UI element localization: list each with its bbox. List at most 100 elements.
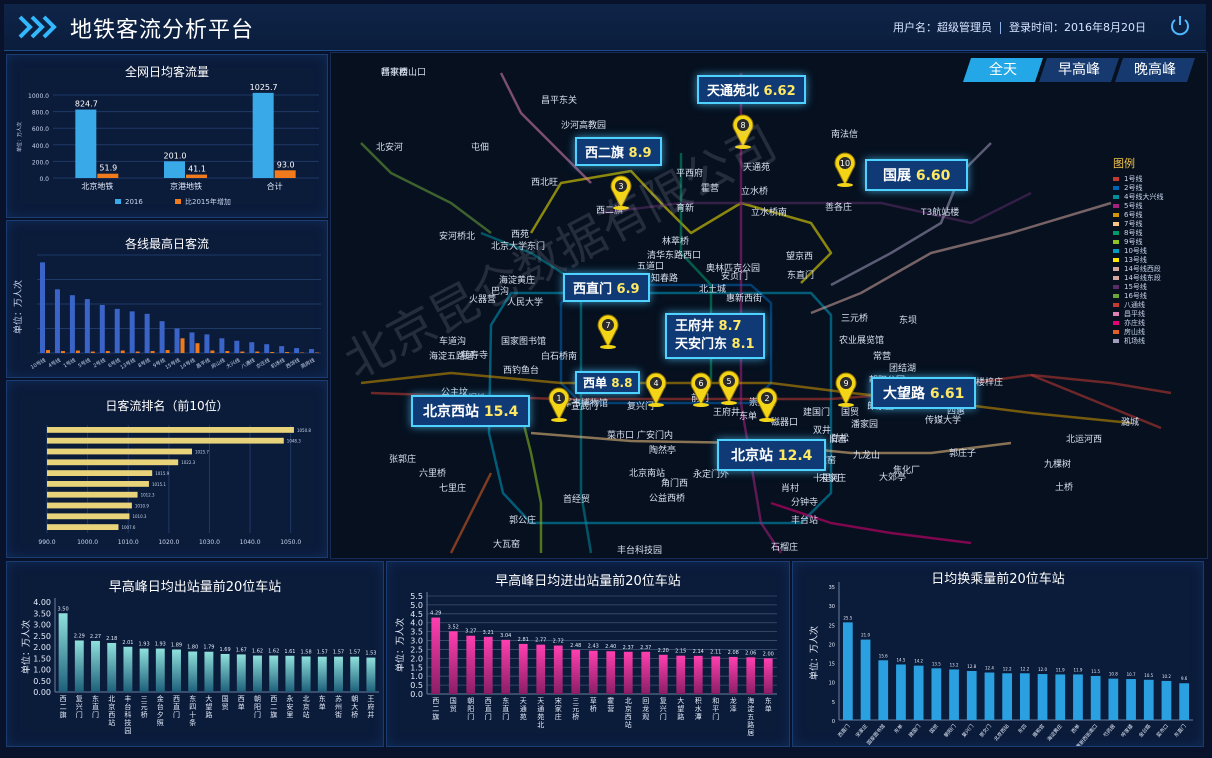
station-label: 白石桥南 [541, 350, 577, 362]
transfer-chart: 0 5 10 15 20 25 30 35 单位：万人次 25.5 西直门 21.0 宋家庄 15.6 国家… [808, 582, 1193, 746]
x-tick-char: 北 [303, 695, 310, 703]
callout-tiantongyuanbei[interactable]: 天通苑北 6.62 [697, 75, 806, 104]
bar [763, 658, 773, 694]
callout-xidan[interactable]: 西单 8.8 [575, 371, 641, 394]
bar [860, 639, 871, 720]
station-label: 农业展览馆 [839, 334, 884, 346]
station-label: 张郭庄 [389, 453, 416, 465]
data-label: 3.21 [483, 630, 494, 636]
bar [483, 636, 493, 694]
y-tick-label: 3.00 [33, 621, 51, 630]
legend-label: 1号线 [1124, 175, 1143, 183]
y-tick-label: 5.5 [410, 592, 423, 601]
callout-xizhimen[interactable]: 西直门 6.9 [563, 273, 650, 302]
station-label: 旧宫 [829, 433, 847, 445]
bar [47, 427, 294, 433]
station-label: 大郊亭 [879, 471, 906, 483]
station-label: 公益西桥 [649, 492, 685, 504]
tab-all-day[interactable]: 全天 [963, 58, 1043, 82]
data-label: 3.52 [448, 624, 459, 630]
callout-beijingzhan[interactable]: 北京站 12.4 [717, 439, 827, 471]
callout-dawanglu[interactable]: 大望路 6.61 [871, 377, 977, 409]
pin-core [602, 319, 614, 331]
callout-wangfujing-tiananmendong[interactable]: 王府井 8.7 天安门东 8.1 [665, 313, 765, 359]
y-axis-label: 单位：万人次 [12, 280, 24, 334]
x-tick-label: 京港地铁 [170, 181, 202, 191]
bar [58, 613, 68, 692]
bar [366, 657, 376, 692]
data-label: 2.37 [623, 645, 634, 651]
x-tick-label: 990.0 [38, 539, 55, 546]
legend-swatch [1113, 321, 1119, 325]
legend-swatch [1113, 294, 1119, 298]
data-label: 2.01 [122, 640, 133, 646]
legend-swatch [1113, 330, 1119, 334]
bar [501, 639, 511, 694]
map-legend: 图例 1号线 2号线 4号线大兴线 5号线 6号线 7号线 8号线 9号线 10号线 13号线 14… [1113, 155, 1163, 346]
x-tick-label: 北京西站 [992, 723, 1010, 743]
station-label: 昌平东关 [541, 94, 577, 106]
data-label: 1.79 [203, 645, 214, 651]
bar [75, 109, 97, 178]
legend-label: 机场线 [1124, 337, 1145, 345]
data-label: 13.2 [950, 662, 959, 667]
callout-value: 6.9 [616, 282, 640, 297]
x-tick-label: 国贸 [928, 723, 940, 735]
legend-label: 15号线 [1124, 283, 1147, 291]
x-tick-char: 西 [108, 711, 115, 719]
callout-value: 6.62 [763, 84, 796, 99]
x-tick-char: 宋 [555, 696, 562, 705]
x-tick-char: 阳 [467, 704, 474, 713]
user-name: 用户名：超级管理员 [893, 21, 992, 34]
x-tick-label: 北京地铁 [81, 181, 113, 191]
data-label: 2.81 [518, 637, 529, 643]
x-tick-char: 门 [76, 710, 83, 719]
morning-io-chart: 0.00.51.01.52.02.53.03.54.04.55.05.5 单位：万… [394, 592, 777, 737]
pin-number: 10 [840, 159, 850, 168]
x-tick-char: 东 [189, 694, 196, 703]
bar [123, 646, 133, 692]
x-tick-char: 州 [335, 703, 342, 711]
station-label: 六里桥 [419, 467, 446, 479]
x-tick-char: 观 [642, 713, 649, 721]
station-label: 海淀黄庄 [499, 274, 535, 286]
callout-value: 8.1 [731, 337, 755, 352]
x-tick-char: 兴 [660, 704, 667, 713]
pin-number: 5 [726, 377, 731, 386]
bar [334, 656, 343, 692]
bar [878, 660, 889, 720]
data-label: 2.27 [90, 634, 101, 640]
bar [641, 651, 651, 694]
legend-label: 6号线 [1124, 211, 1143, 219]
bar [606, 651, 616, 694]
legend-label: 10号线 [1124, 247, 1147, 255]
callout-beijingxizhan[interactable]: 北京西站 15.4 [411, 395, 531, 427]
y-tick-label: 200.0 [32, 159, 49, 166]
data-label: 2.77 [535, 638, 546, 644]
tab-morning-peak[interactable]: 早高峰 [1039, 58, 1119, 82]
callout-guozhan[interactable]: 国展 6.60 [865, 159, 969, 191]
x-tick-char: 条 [189, 718, 196, 727]
subway-map[interactable]: 昌平西山口昌平东关沙河高教园北安河屯佃西北旺西二旗朱辛庄平西府霍营育新立水桥立水… [330, 52, 1208, 559]
legend-swatch [1113, 204, 1119, 208]
legend-label: 2号线 [1124, 184, 1143, 192]
legend-item: 14号线西段 [1113, 265, 1163, 274]
x-tick-char: 里 [286, 711, 293, 719]
station-label: 潞城 [1121, 416, 1139, 428]
power-icon[interactable] [1168, 14, 1192, 38]
x-tick-label: 芍药居 [1102, 723, 1117, 739]
bar [270, 352, 275, 353]
bar [913, 665, 924, 720]
pin-number: 4 [653, 379, 658, 388]
x-tick-char: 旗 [60, 710, 67, 719]
x-tick-label: 雍和宫 [1031, 723, 1046, 739]
x-tick-char: 单 [238, 702, 245, 711]
station-label: 菜市口 [607, 429, 634, 441]
legend-item: 6号线 [1113, 211, 1163, 220]
data-label: 1.62 [252, 649, 263, 655]
bar [255, 351, 260, 353]
tab-evening-peak[interactable]: 晚高峰 [1115, 58, 1195, 82]
callout-xierqi[interactable]: 西二旗 8.9 [575, 137, 662, 166]
subway-line [487, 291, 833, 525]
bar [120, 350, 125, 353]
